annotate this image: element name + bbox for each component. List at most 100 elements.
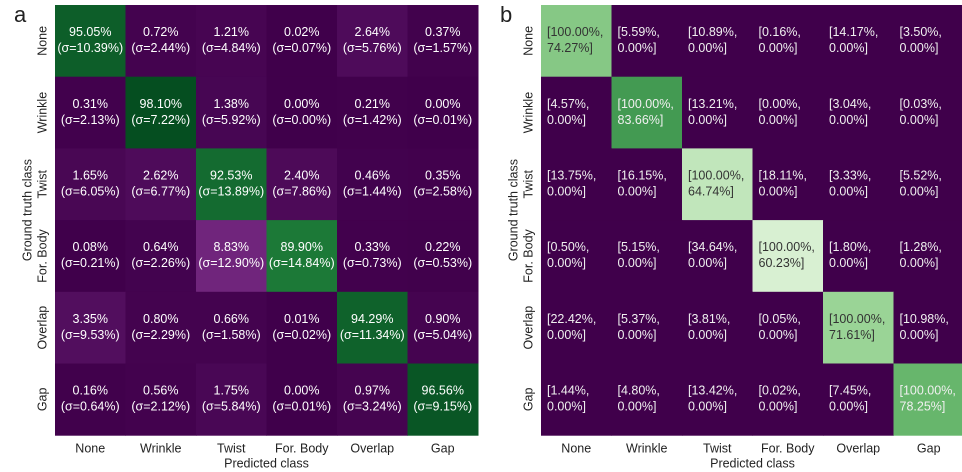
heatmap-cell <box>682 220 753 293</box>
cell-upper-label: [0.00%, <box>759 97 801 111</box>
cell-sigma-label: (σ=5.84%) <box>202 400 261 414</box>
heatmap-cell <box>823 76 894 149</box>
heatmap-cell <box>611 148 683 221</box>
y-tick-label: Wrinkle <box>35 92 49 133</box>
heatmap-cell <box>337 148 408 221</box>
y-tick-label: Overlap <box>35 306 49 350</box>
heatmap-cell <box>196 76 267 149</box>
cell-sigma-label: (σ=2.26%) <box>131 256 190 270</box>
cell-sigma-label: (σ=2.13%) <box>61 113 120 127</box>
cell-upper-label: [13.42%, <box>688 384 737 398</box>
heatmap-cell <box>611 363 683 436</box>
cell-upper-label: [13.21%, <box>688 97 737 111</box>
cell-lower-label: 0.00%] <box>547 185 586 199</box>
cell-value-label: 0.64% <box>143 240 178 254</box>
cell-lower-label: 0.00%] <box>547 113 586 127</box>
heatmap-cell <box>55 148 126 221</box>
heatmap-cell <box>823 5 894 78</box>
cell-value-label: 0.00% <box>425 97 460 111</box>
panel-label: a <box>14 2 27 27</box>
cell-lower-label: 0.00%] <box>688 256 727 270</box>
cell-sigma-label: (σ=3.24%) <box>343 400 402 414</box>
cell-upper-label: [100.00%, <box>829 312 885 326</box>
cell-value-label: 0.31% <box>73 97 108 111</box>
heatmap-cell <box>752 363 824 436</box>
cell-lower-label: 0.00%] <box>688 113 727 127</box>
cell-sigma-label: (σ=0.64%) <box>61 400 120 414</box>
cell-sigma-label: (σ=2.29%) <box>131 328 190 342</box>
cell-sigma-label: (σ=1.44%) <box>343 185 402 199</box>
heatmap-cell <box>611 291 683 364</box>
heatmap-cell <box>611 76 683 149</box>
cell-upper-label: [13.75%, <box>547 169 596 183</box>
cell-value-label: 0.16% <box>73 384 108 398</box>
cell-sigma-label: (σ=6.05%) <box>61 185 120 199</box>
cell-lower-label: 0.00%] <box>829 400 868 414</box>
heatmap-cell <box>266 148 338 221</box>
cell-value-label: 3.35% <box>73 312 108 326</box>
cell-lower-label: 0.00%] <box>759 185 798 199</box>
cell-lower-label: 0.00%] <box>900 328 939 342</box>
cell-upper-label: [4.80%, <box>618 384 660 398</box>
heatmap-cell <box>541 148 612 221</box>
x-tick-label: Gap <box>917 441 941 455</box>
x-tick-label: For. Body <box>275 441 329 455</box>
x-tick-label: Gap <box>431 441 455 455</box>
cell-upper-label: [16.15%, <box>618 169 667 183</box>
y-tick-label: None <box>35 26 49 56</box>
y-axis-title: Ground truth class <box>506 159 520 261</box>
cell-sigma-label: (σ=10.39%) <box>57 41 123 55</box>
cell-upper-label: [100.00%, <box>900 384 956 398</box>
cell-lower-label: 0.00%] <box>900 185 939 199</box>
heatmap-cell <box>125 5 197 78</box>
cell-upper-label: [1.44%, <box>547 384 589 398</box>
x-tick-label: Wrinkle <box>140 441 181 455</box>
y-tick-label: Gap <box>35 387 49 411</box>
cell-sigma-label: (σ=2.58%) <box>413 185 472 199</box>
y-tick-label: Twist <box>521 169 535 198</box>
cell-sigma-label: (σ=0.01%) <box>413 113 472 127</box>
y-tick-label: None <box>521 26 535 56</box>
heatmap-cell <box>893 148 962 221</box>
cell-lower-label: 0.00%] <box>688 328 727 342</box>
cell-upper-label: [5.52%, <box>900 169 942 183</box>
cell-sigma-label: (σ=0.00%) <box>272 113 331 127</box>
cell-value-label: 0.35% <box>425 169 460 183</box>
cell-upper-label: [22.42%, <box>547 312 596 326</box>
heatmap-cell <box>752 220 824 293</box>
heatmap-cell <box>752 148 824 221</box>
cell-upper-label: [10.89%, <box>688 25 737 39</box>
cell-value-label: 95.05% <box>69 25 111 39</box>
cell-value-label: 0.21% <box>355 97 390 111</box>
cell-lower-label: 0.00%] <box>618 400 657 414</box>
heatmap-cell <box>337 76 408 149</box>
cell-value-label: 0.37% <box>425 25 460 39</box>
cell-value-label: 0.08% <box>73 240 108 254</box>
cell-value-label: 2.64% <box>355 25 390 39</box>
cell-upper-label: [0.50%, <box>547 240 589 254</box>
cell-lower-label: 0.00%] <box>829 256 868 270</box>
cell-lower-label: 0.00%] <box>547 256 586 270</box>
x-tick-label: Twist <box>217 441 246 455</box>
cell-upper-label: [18.11%, <box>759 169 807 183</box>
heatmap-cell <box>125 363 197 436</box>
heatmap-cell <box>266 76 338 149</box>
cell-upper-label: [3.50%, <box>900 25 942 39</box>
cell-lower-label: 0.00%] <box>829 41 868 55</box>
y-tick-label: Twist <box>35 169 49 198</box>
cell-upper-label: [7.45%, <box>829 384 871 398</box>
heatmap-cell <box>407 220 479 293</box>
cell-sigma-label: (σ=6.77%) <box>131 185 190 199</box>
cell-value-label: 0.33% <box>355 240 390 254</box>
cell-upper-label: [10.98%, <box>900 312 949 326</box>
x-tick-label: Overlap <box>836 441 880 455</box>
cell-sigma-label: (σ=7.22%) <box>131 113 190 127</box>
cell-upper-label: [3.33%, <box>829 169 871 183</box>
x-tick-label: Twist <box>703 441 732 455</box>
cell-value-label: 2.62% <box>143 169 178 183</box>
cell-value-label: 1.38% <box>214 97 249 111</box>
heatmap-cell <box>337 5 408 78</box>
heatmap-cell <box>893 5 962 78</box>
heatmap-cell <box>125 148 197 221</box>
